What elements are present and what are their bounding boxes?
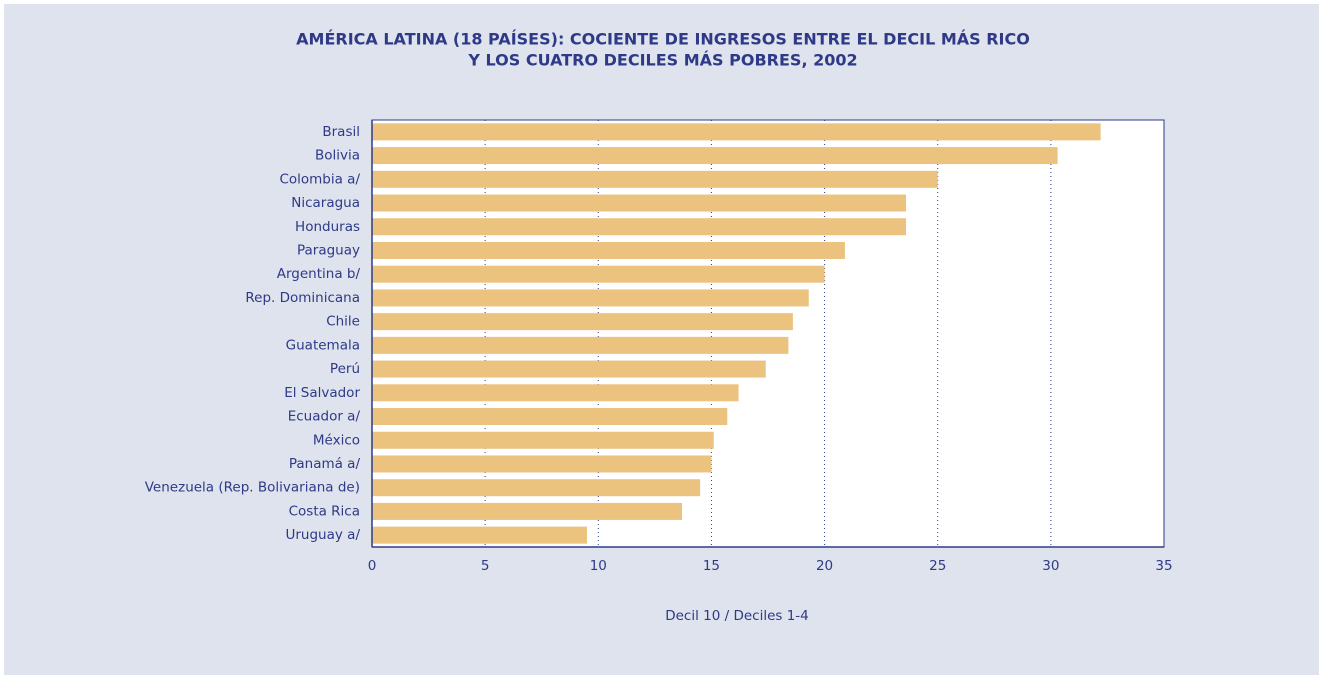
y-tick-label: Perú — [330, 361, 360, 377]
bar — [372, 265, 825, 283]
y-tick-label: Rep. Dominicana — [245, 290, 360, 306]
y-tick-label: Argentina b/ — [277, 266, 361, 282]
y-tick-label: Nicaragua — [291, 195, 360, 211]
chart-title: AMÉRICA LATINA (18 PAÍSES): COCIENTE DE … — [296, 30, 1030, 49]
bar — [372, 526, 587, 544]
x-tick-label: 10 — [590, 558, 607, 574]
bar — [372, 147, 1058, 165]
x-axis-label: Decil 10 / Deciles 1-4 — [665, 608, 809, 624]
bar — [372, 218, 907, 236]
bar — [372, 431, 714, 449]
x-tick-label: 20 — [816, 558, 833, 574]
x-tick-label: 30 — [1042, 558, 1059, 574]
bar — [372, 123, 1101, 141]
bar — [372, 408, 728, 426]
chart-title: Y LOS CUATRO DECILES MÁS POBRES, 2002 — [467, 51, 857, 70]
y-tick-label: Guatemala — [286, 337, 360, 353]
bar — [372, 313, 793, 331]
y-tick-label: México — [313, 432, 360, 448]
bar — [372, 336, 789, 354]
y-tick-label: Uruguay a/ — [286, 527, 361, 543]
y-tick-label: Chile — [326, 314, 360, 330]
y-tick-label: Paraguay — [297, 242, 360, 258]
y-tick-label: El Salvador — [284, 385, 360, 401]
bar — [372, 479, 701, 497]
bar — [372, 502, 683, 520]
y-tick-label: Costa Rica — [289, 503, 360, 519]
y-tick-label: Colombia a/ — [279, 171, 360, 187]
plot-area — [371, 119, 1165, 548]
bar — [372, 194, 907, 212]
x-tick-label: 25 — [929, 558, 946, 574]
x-tick-label: 35 — [1155, 558, 1172, 574]
x-tick-label: 5 — [481, 558, 490, 574]
bar — [372, 360, 766, 378]
bar — [372, 384, 739, 402]
y-tick-label: Panamá a/ — [289, 456, 361, 472]
y-tick-label: Venezuela (Rep. Bolivariana de) — [145, 480, 360, 496]
bar — [372, 170, 938, 188]
x-tick-label: 0 — [368, 558, 377, 574]
x-tick-label: 15 — [703, 558, 720, 574]
bar — [372, 455, 712, 473]
bar — [372, 241, 845, 259]
y-tick-label: Bolivia — [315, 148, 360, 164]
y-tick-label: Honduras — [295, 219, 360, 235]
y-tick-label: Ecuador a/ — [288, 409, 361, 425]
bar — [372, 289, 809, 307]
y-tick-label: Brasil — [322, 124, 360, 140]
